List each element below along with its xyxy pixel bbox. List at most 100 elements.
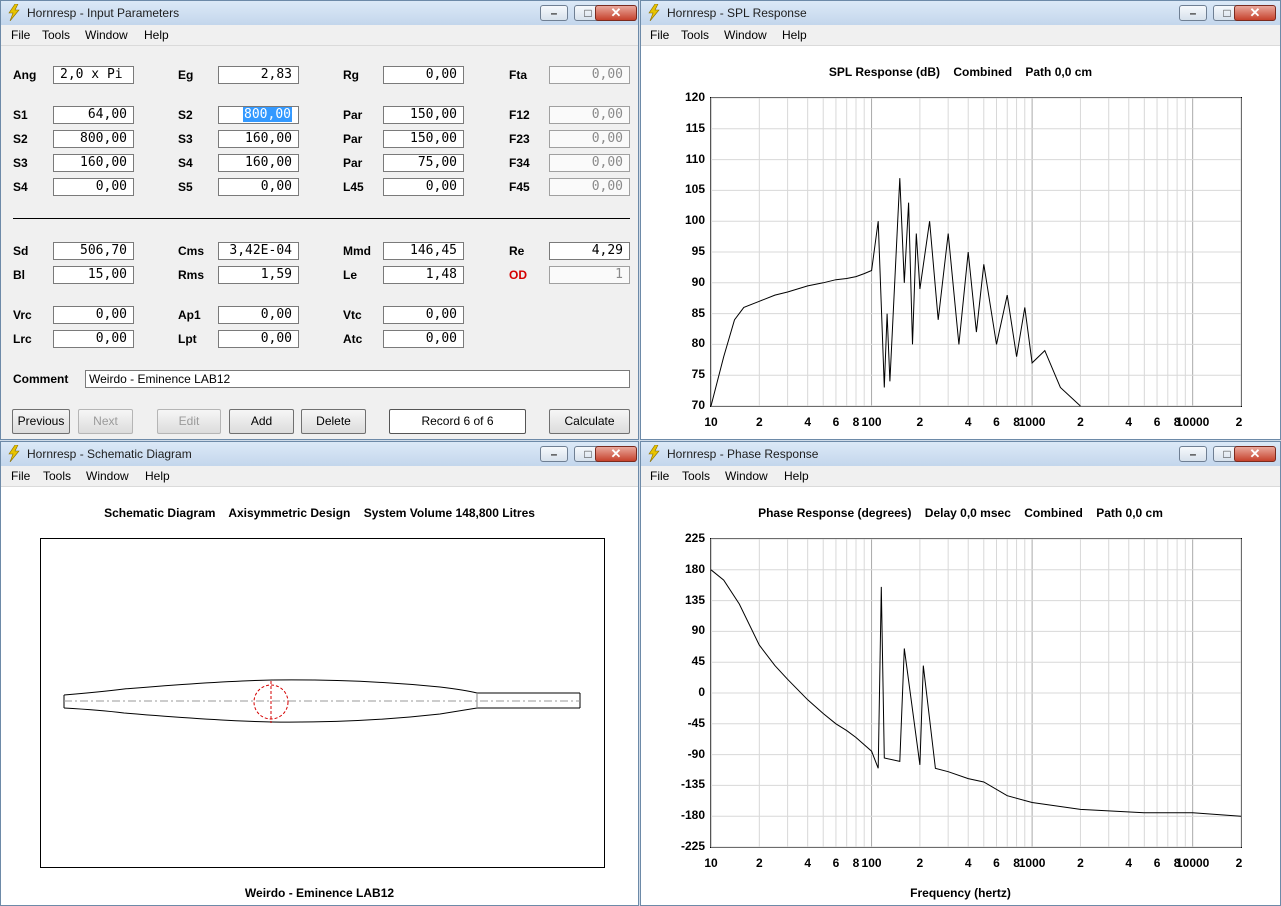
menu-file[interactable]: File [11,28,31,42]
label-f45: F45 [509,180,530,194]
field-s4a[interactable]: 160,00 [218,154,299,172]
y-tick-label: 75 [691,367,705,382]
label-fta: Fta [509,68,527,82]
spl-plot [710,97,1242,407]
phase-response-window: Hornresp - Phase Response – □ ✕ File Too… [640,441,1281,906]
field-le[interactable]: 1,48 [383,266,464,284]
y-tick-label: 90 [691,623,705,638]
field-f45[interactable]: 0,00 [549,178,630,196]
field-rms[interactable]: 1,59 [218,266,299,284]
field-atc[interactable]: 0,00 [383,330,464,348]
field-mmd[interactable]: 146,45 [383,242,464,260]
field-s2-selected[interactable]: 800,00 [218,106,299,124]
title-bar[interactable]: Hornresp - Phase Response – □ ✕ [641,442,1280,467]
label-atc: Atc [343,332,363,346]
close-button[interactable]: ✕ [1234,5,1276,21]
field-comment[interactable]: Weirdo - Eminence LAB12 [85,370,630,388]
minimize-icon: – [1189,447,1197,461]
close-button[interactable]: ✕ [595,446,637,462]
hornresp-app-icon [648,445,660,462]
data-series-line [710,569,1242,817]
field-eg[interactable]: 2,83 [218,66,299,84]
field-cms[interactable]: 3,42E-04 [218,242,299,260]
menu-help[interactable]: Help [782,28,807,42]
field-vtc[interactable]: 0,00 [383,306,464,324]
close-icon: ✕ [610,446,622,461]
label-od[interactable]: OD [509,268,527,282]
field-s1[interactable]: 64,00 [53,106,134,124]
label-re: Re [509,244,525,258]
field-fta[interactable]: 0,00 [549,66,630,84]
x-tick-label: 4 [1125,856,1133,870]
close-button[interactable]: ✕ [1234,446,1276,462]
next-button[interactable]: Next [78,409,133,434]
x-tick-label: 2 [1077,856,1084,870]
minimize-button[interactable]: – [1179,5,1207,21]
field-bl[interactable]: 15,00 [53,266,134,284]
field-s2[interactable]: 800,00 [53,130,134,148]
label-mmd: Mmd [343,244,371,258]
minimize-button[interactable]: – [540,5,568,21]
field-rg[interactable]: 0,00 [383,66,464,84]
x-tick-label: 100 [861,856,882,870]
title-bar[interactable]: Hornresp - Input Parameters – □ ✕ [1,1,638,26]
field-s3[interactable]: 160,00 [53,154,134,172]
field-par1[interactable]: 150,00 [383,106,464,124]
field-s4[interactable]: 0,00 [53,178,134,196]
field-re[interactable]: 4,29 [549,242,630,260]
close-button[interactable]: ✕ [595,5,637,21]
title-bar[interactable]: Hornresp - Schematic Diagram – □ ✕ [1,442,638,467]
title-bar[interactable]: Hornresp - SPL Response – □ ✕ [641,1,1280,26]
field-ang[interactable]: 2,0 x Pi [53,66,134,84]
menu-window[interactable]: Window [85,28,128,42]
field-lrc[interactable]: 0,00 [53,330,134,348]
field-ap1[interactable]: 0,00 [218,306,299,324]
field-lpt[interactable]: 0,00 [218,330,299,348]
field-par3[interactable]: 75,00 [383,154,464,172]
menu-tools[interactable]: Tools [681,28,710,42]
menu-file[interactable]: File [11,469,31,483]
field-od[interactable]: 1 [549,266,630,284]
menu-window[interactable]: Window [86,469,129,483]
x-tick-label: 4 [804,856,811,870]
field-vrc[interactable]: 0,00 [53,306,134,324]
x-tick-label: 8 [852,856,860,870]
menu-tools[interactable]: Tools [682,469,711,483]
field-f23[interactable]: 0,00 [549,130,630,148]
menu-bar: File Tools Window Help [1,25,638,46]
field-sd[interactable]: 506,70 [53,242,134,260]
x-tick-label: 100 [861,415,882,429]
y-tick-label: -180 [680,808,705,823]
menu-window[interactable]: Window [724,28,767,42]
calculate-button[interactable]: Calculate [549,409,630,434]
menu-help[interactable]: Help [144,28,169,42]
field-s5[interactable]: 0,00 [218,178,299,196]
menu-help[interactable]: Help [145,469,170,483]
add-button[interactable]: Add [229,409,294,434]
data-series-line [710,178,1081,407]
field-par2[interactable]: 150,00 [383,130,464,148]
x-tick-label: 6 [1153,415,1161,429]
minimize-button[interactable]: – [1179,446,1207,462]
delete-button[interactable]: Delete [301,409,366,434]
schematic-caption: Weirdo - Eminence LAB12 [244,886,395,900]
edit-button[interactable]: Edit [157,409,221,434]
menu-tools[interactable]: Tools [42,28,71,42]
spl-response-window: Hornresp - SPL Response – □ ✕ File Tools… [640,0,1281,440]
window-title: Hornresp - SPL Response [667,6,807,20]
previous-button[interactable]: Previous [12,409,70,434]
menu-window[interactable]: Window [725,469,768,483]
field-l45[interactable]: 0,00 [383,178,464,196]
y-tick-label: -225 [680,839,705,853]
field-f12[interactable]: 0,00 [549,106,630,124]
hornresp-app-icon [8,4,20,21]
window-title: Hornresp - Input Parameters [27,6,180,20]
menu-file[interactable]: File [650,469,670,483]
field-s3a[interactable]: 160,00 [218,130,299,148]
menu-help[interactable]: Help [784,469,809,483]
minimize-button[interactable]: – [540,446,568,462]
menu-tools[interactable]: Tools [43,469,72,483]
schematic-diagram-window: Hornresp - Schematic Diagram – □ ✕ File … [0,441,639,906]
field-f34[interactable]: 0,00 [549,154,630,172]
menu-file[interactable]: File [650,28,670,42]
